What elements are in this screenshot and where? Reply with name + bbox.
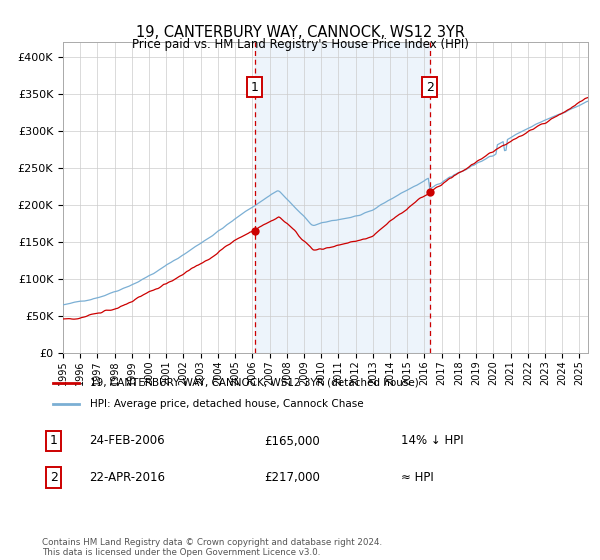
Text: HPI: Average price, detached house, Cannock Chase: HPI: Average price, detached house, Cann… bbox=[89, 399, 363, 409]
Text: 19, CANTERBURY WAY, CANNOCK, WS12 3YR (detached house): 19, CANTERBURY WAY, CANNOCK, WS12 3YR (d… bbox=[89, 378, 418, 388]
Bar bbox=[255, 42, 430, 353]
Text: 2: 2 bbox=[426, 81, 434, 94]
Text: 24-FEB-2006: 24-FEB-2006 bbox=[89, 435, 165, 447]
Text: Price paid vs. HM Land Registry's House Price Index (HPI): Price paid vs. HM Land Registry's House … bbox=[131, 38, 469, 50]
Text: 19, CANTERBURY WAY, CANNOCK, WS12 3YR: 19, CANTERBURY WAY, CANNOCK, WS12 3YR bbox=[136, 25, 464, 40]
Text: ≈ HPI: ≈ HPI bbox=[401, 471, 434, 484]
Text: 14% ↓ HPI: 14% ↓ HPI bbox=[401, 435, 464, 447]
Text: 1: 1 bbox=[50, 435, 58, 447]
Text: 2: 2 bbox=[50, 471, 58, 484]
Text: Contains HM Land Registry data © Crown copyright and database right 2024.
This d: Contains HM Land Registry data © Crown c… bbox=[42, 538, 382, 557]
Text: 22-APR-2016: 22-APR-2016 bbox=[89, 471, 166, 484]
Text: £217,000: £217,000 bbox=[264, 471, 320, 484]
Text: £165,000: £165,000 bbox=[264, 435, 320, 447]
Text: 1: 1 bbox=[251, 81, 259, 94]
